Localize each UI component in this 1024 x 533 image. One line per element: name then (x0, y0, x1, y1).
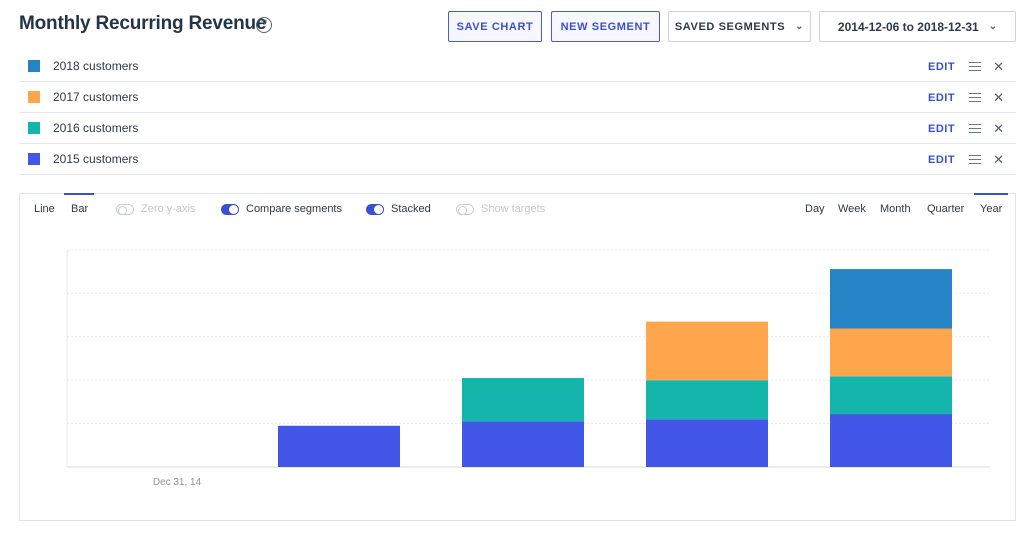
tab-quarter[interactable]: Quarter (927, 203, 965, 215)
bar-segment[interactable] (830, 328, 952, 377)
bar-segment[interactable] (830, 376, 952, 415)
drag-handle-icon[interactable] (969, 124, 982, 133)
tab-week[interactable]: Week (838, 203, 866, 215)
active-tab-indicator (64, 193, 94, 195)
segment-color-swatch (28, 122, 40, 134)
tab-month[interactable]: Month (880, 203, 911, 215)
save-chart-button[interactable]: SAVE CHART (448, 11, 542, 42)
tab-bar[interactable]: Bar (71, 203, 89, 215)
saved-segments-dropdown[interactable]: SAVED SEGMENTS ⌄ (668, 11, 811, 42)
tab-year[interactable]: Year (980, 203, 1003, 215)
bar-segment[interactable] (278, 425, 400, 467)
segment-color-swatch (28, 153, 40, 165)
show-targets-toggle[interactable] (456, 204, 474, 215)
toggle-label: Show targets (481, 203, 546, 215)
chevron-down-icon: ⌄ (795, 21, 805, 32)
toggle-label: Compare segments (246, 203, 342, 215)
bar-segment[interactable] (462, 421, 584, 467)
segment-label: 2015 customers (53, 152, 139, 166)
segment-label: 2018 customers (53, 59, 139, 73)
segment-label: 2016 customers (53, 121, 139, 135)
drag-handle-icon[interactable] (969, 155, 982, 164)
drag-handle-icon[interactable] (969, 93, 982, 102)
chevron-down-icon: ⌄ (988, 21, 998, 32)
segment-label: 2017 customers (53, 90, 139, 104)
date-range-value: 2014-12-06 to 2018-12-31 (837, 19, 979, 34)
date-range-picker[interactable]: 2014-12-06 to 2018-12-31 ⌄ (819, 11, 1016, 42)
bar-segment[interactable] (646, 419, 768, 467)
tab-line[interactable]: Line (34, 203, 55, 215)
edit-segment-link[interactable]: EDIT (928, 91, 956, 104)
compare-segments-toggle[interactable] (221, 204, 239, 215)
toggle-label: Stacked (391, 203, 431, 215)
close-icon[interactable]: ✕ (993, 120, 1004, 136)
edit-segment-link[interactable]: EDIT (928, 153, 956, 166)
segment-color-swatch (28, 91, 40, 103)
close-icon[interactable]: ✕ (993, 58, 1004, 74)
toggle-label: Zero y-axis (141, 203, 196, 215)
segment-color-swatch (28, 60, 40, 72)
new-segment-button[interactable]: NEW SEGMENT (551, 11, 660, 42)
x-tick-label: Dec 31, 14 (153, 477, 202, 488)
close-icon[interactable]: ✕ (993, 151, 1004, 167)
active-tab-indicator (974, 193, 1008, 195)
bar-segment[interactable] (830, 269, 952, 329)
help-icon[interactable]: ? (256, 17, 272, 33)
bar-chart: Dec 31, 14 (66, 249, 990, 488)
close-icon[interactable]: ✕ (993, 89, 1004, 105)
tab-day[interactable]: Day (805, 203, 825, 215)
saved-segments-label: SAVED SEGMENTS (674, 20, 786, 33)
bar-segment[interactable] (830, 414, 952, 467)
drag-handle-icon[interactable] (969, 62, 982, 71)
chart-panel: Line Bar Zero y-axis Compare segments St… (19, 193, 1016, 521)
segment-row: 2017 customers EDIT ✕ (19, 82, 1016, 113)
bar-segment[interactable] (646, 321, 768, 381)
segment-row: 2015 customers EDIT ✕ (19, 144, 1016, 175)
stacked-toggle[interactable] (366, 204, 384, 215)
zero-y-axis-toggle[interactable] (116, 204, 134, 215)
segment-row: 2016 customers EDIT ✕ (19, 113, 1016, 144)
edit-segment-link[interactable]: EDIT (928, 122, 956, 135)
segment-row: 2018 customers EDIT ✕ (19, 51, 1016, 82)
bar-segment[interactable] (462, 378, 584, 422)
bar-segment[interactable] (646, 380, 768, 420)
page-title: Monthly Recurring Revenue (19, 13, 267, 34)
edit-segment-link[interactable]: EDIT (928, 60, 956, 73)
